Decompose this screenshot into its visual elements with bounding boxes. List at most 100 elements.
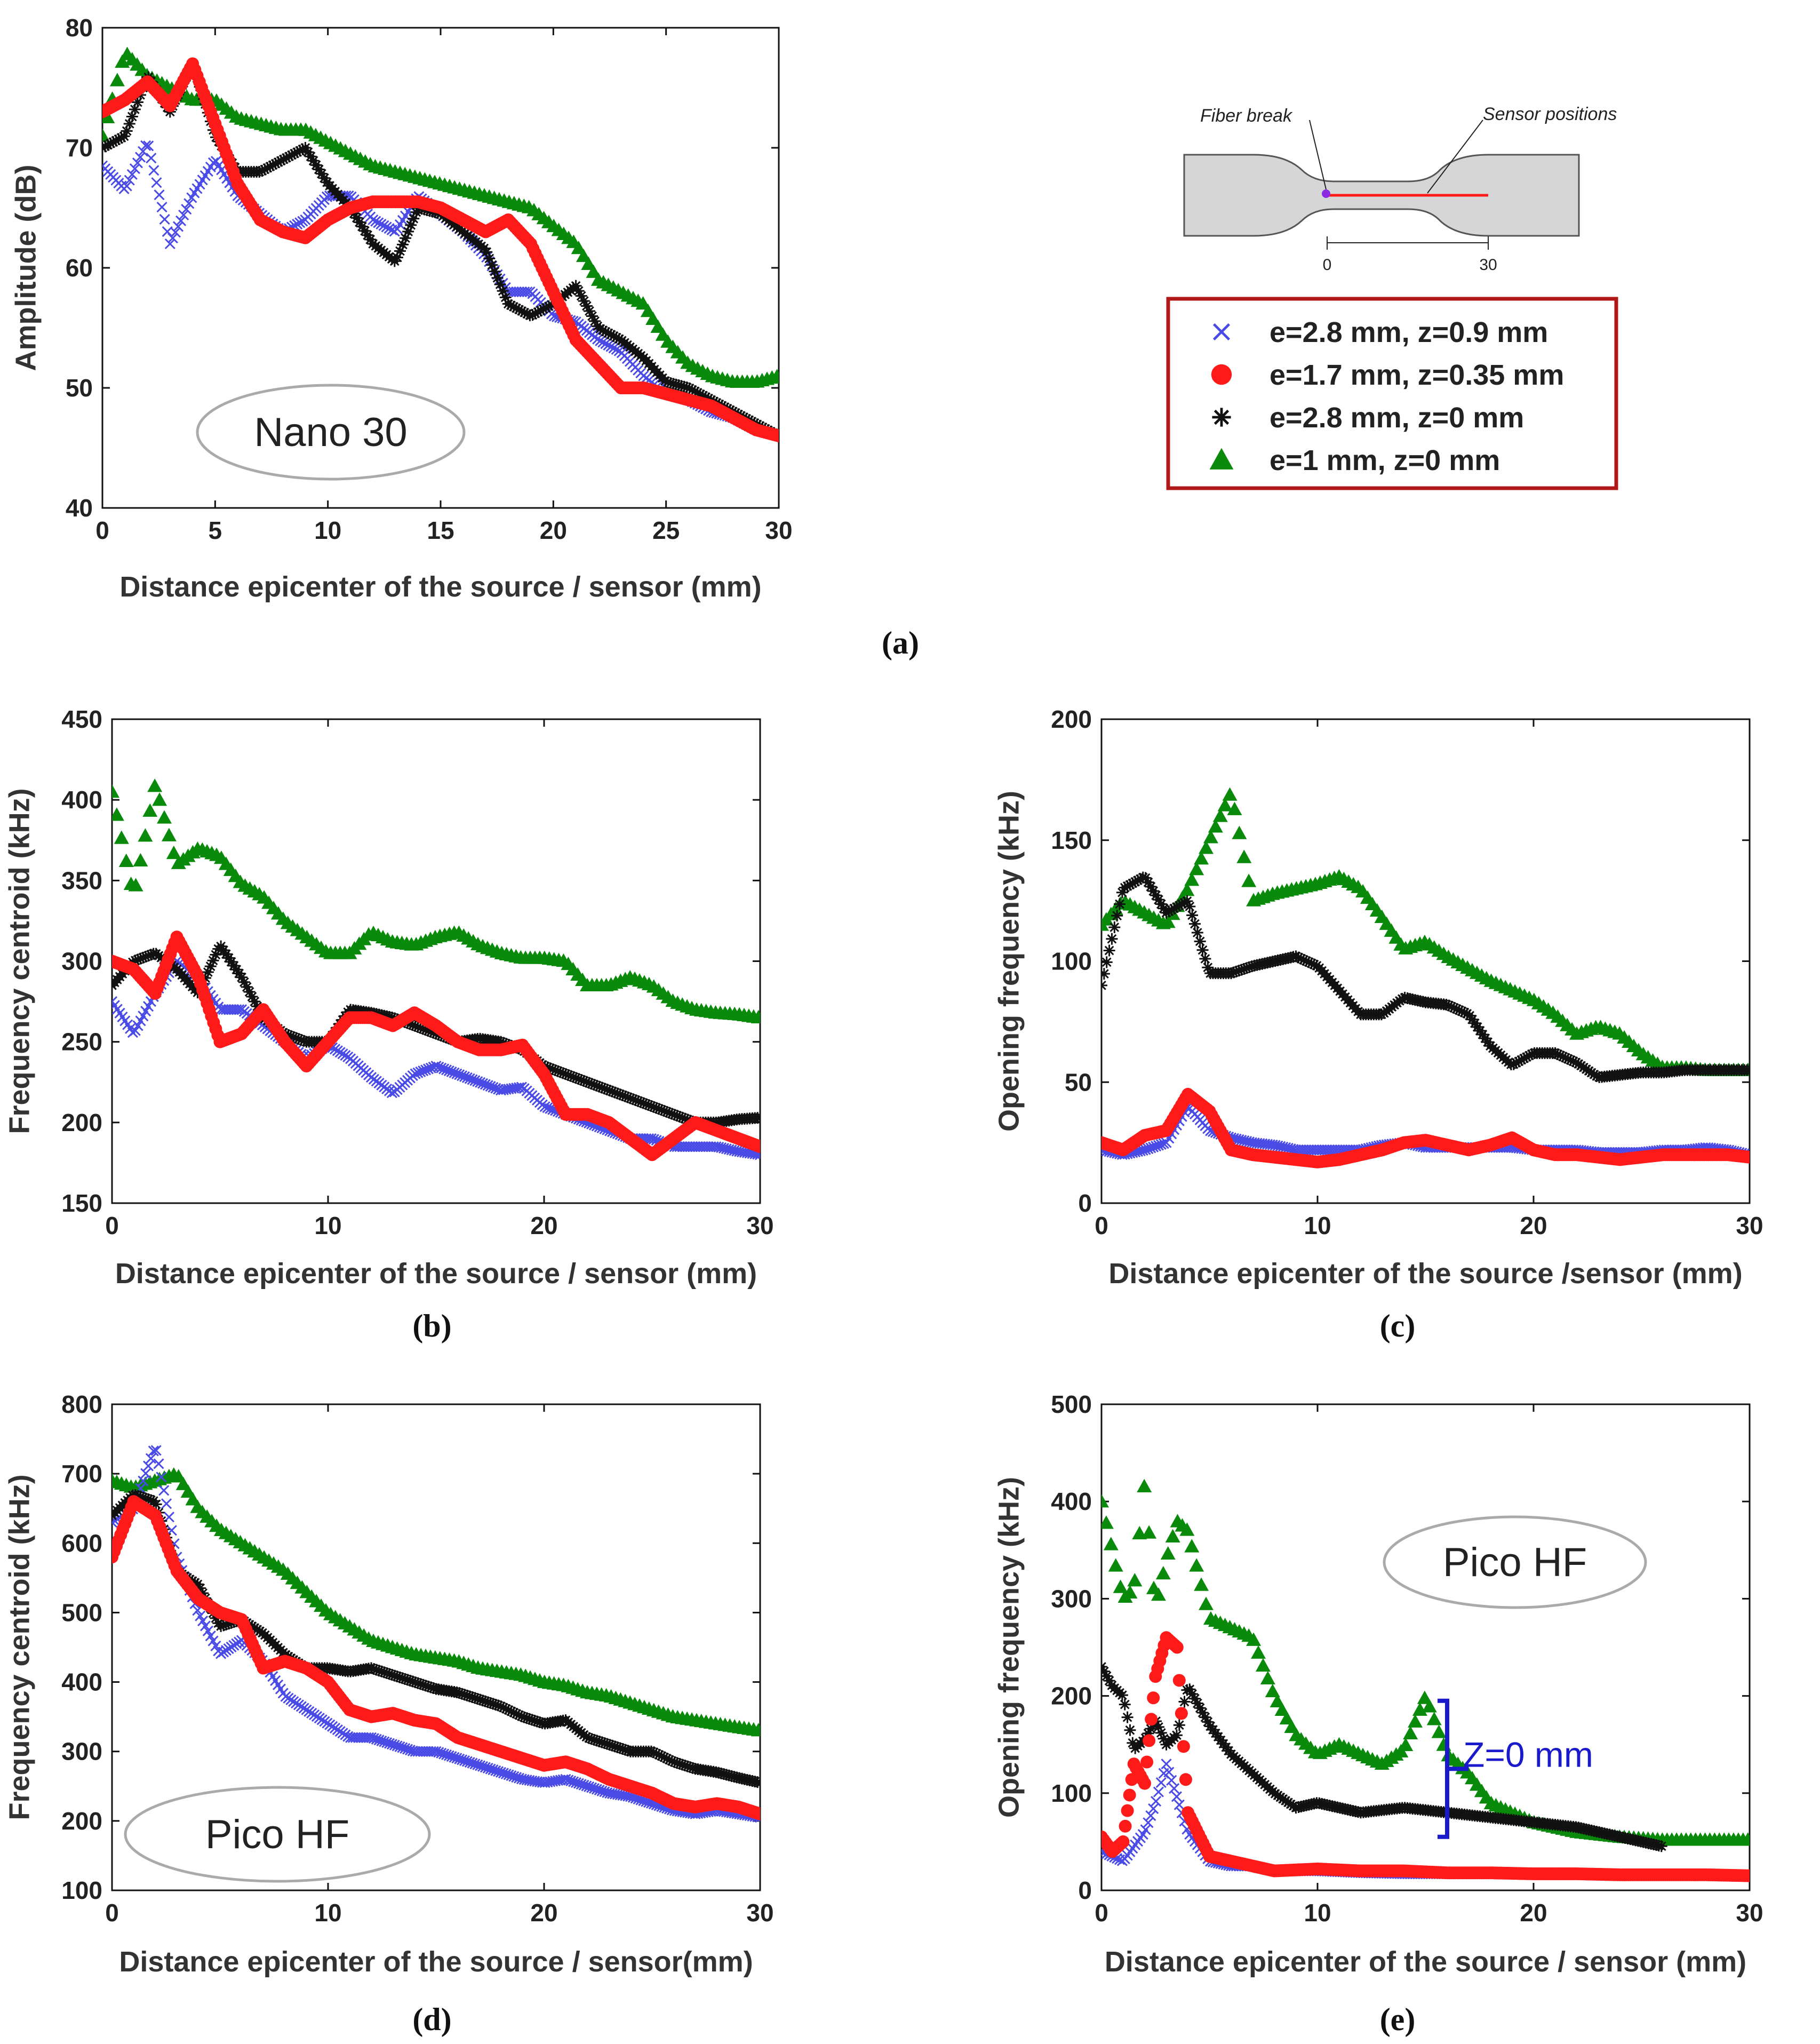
data-point <box>391 1671 403 1683</box>
y-axis-label: Opening frequency (kHz) <box>993 1477 1025 1818</box>
data-point <box>482 1696 494 1708</box>
data-point <box>147 778 163 792</box>
data-point <box>583 1732 595 1744</box>
y-tick-label: 100 <box>1051 948 1092 975</box>
fiber-break-label: Fiber break <box>1200 106 1293 126</box>
data-point <box>658 1751 670 1763</box>
data-point <box>408 212 420 225</box>
data-point <box>491 272 504 284</box>
y-tick-label: 400 <box>61 786 102 814</box>
data-point <box>1152 894 1164 906</box>
data-point <box>1232 825 1247 839</box>
data-point <box>197 1587 209 1599</box>
data-point <box>318 172 330 184</box>
data-point <box>1166 904 1178 916</box>
data-point <box>1145 1713 1158 1726</box>
data-point <box>542 300 555 312</box>
data-point <box>598 1737 611 1749</box>
data-point <box>148 1445 159 1457</box>
data-point <box>671 1110 683 1122</box>
data-point <box>1139 872 1152 884</box>
data-point <box>404 1018 416 1030</box>
data-point <box>378 220 389 231</box>
series-triangle <box>112 778 760 1024</box>
data-point <box>280 152 292 164</box>
data-point <box>194 1582 206 1594</box>
data-point <box>692 1141 704 1152</box>
data-point <box>422 1025 434 1037</box>
data-point <box>521 1712 533 1724</box>
data-point <box>217 944 229 956</box>
y-axis-label: Opening frequency (kHz) <box>993 791 1025 1132</box>
x-tick-label: 20 <box>1520 1899 1547 1927</box>
data-point <box>1408 1714 1423 1728</box>
data-point <box>502 298 514 310</box>
data-point <box>1103 1675 1115 1687</box>
data-point <box>299 142 312 154</box>
data-point <box>146 153 157 164</box>
data-point <box>384 1668 396 1680</box>
data-point <box>1119 1819 1132 1833</box>
data-point <box>131 96 143 108</box>
data-point <box>1296 1144 1307 1156</box>
data-point <box>1274 1702 1290 1716</box>
series-triangle <box>102 46 779 388</box>
data-point <box>570 1072 582 1084</box>
data-point <box>1188 1692 1201 1705</box>
data-point <box>109 73 125 86</box>
data-point <box>1189 862 1204 876</box>
data-point <box>402 1674 414 1686</box>
data-point <box>481 246 493 258</box>
data-point <box>422 1680 434 1692</box>
data-point <box>420 1746 432 1757</box>
data-point <box>586 310 598 322</box>
data-point <box>619 1090 632 1102</box>
x-tick-label: 30 <box>746 1899 773 1927</box>
sensor-positions-label: Sensor positions <box>1483 104 1617 124</box>
data-point <box>602 327 614 339</box>
data-point <box>690 1141 701 1152</box>
series-triangle <box>112 1467 760 1737</box>
data-point <box>666 1108 678 1120</box>
data-point <box>158 1485 170 1496</box>
data-point <box>604 1084 616 1096</box>
data-point <box>505 1705 517 1717</box>
specimen-schematic: Fiber break Sensor positions 0 30 <box>1183 104 1617 274</box>
data-point <box>1163 905 1175 918</box>
data-point <box>406 1019 419 1031</box>
data-point <box>1177 1740 1190 1753</box>
y-tick-label: 250 <box>61 1028 102 1056</box>
data-point <box>526 1714 538 1726</box>
y-tick-label: 80 <box>66 14 93 42</box>
data-point <box>275 155 287 167</box>
data-point <box>614 1088 626 1101</box>
y-tick-label: 100 <box>61 1876 102 1904</box>
data-point <box>138 1475 149 1486</box>
annotation-ellipse <box>196 384 466 481</box>
data-point <box>1184 1539 1200 1553</box>
data-point <box>472 1693 484 1705</box>
data-point <box>1171 1791 1183 1802</box>
data-point <box>526 309 539 321</box>
x-axis-label: Distance epicenter of the source / senso… <box>115 1258 757 1290</box>
data-point <box>251 1000 264 1013</box>
data-point <box>1137 1478 1152 1492</box>
data-point <box>507 300 520 313</box>
data-point <box>1233 965 1245 977</box>
data-point <box>1155 1727 1167 1739</box>
data-point <box>348 208 360 220</box>
data-point <box>1184 901 1196 913</box>
data-point <box>102 128 110 142</box>
data-point <box>596 1736 608 1748</box>
data-point <box>1103 1537 1119 1550</box>
y-tick-label: 300 <box>61 1738 102 1765</box>
data-point <box>167 233 178 244</box>
x-tick-label: 0 <box>1095 1212 1108 1239</box>
data-point <box>1166 1775 1177 1786</box>
data-point <box>580 1076 593 1088</box>
data-point <box>1172 1674 1186 1687</box>
data-point <box>677 1141 688 1152</box>
data-point <box>684 1761 696 1773</box>
data-point <box>384 223 395 234</box>
data-point <box>632 1095 644 1107</box>
